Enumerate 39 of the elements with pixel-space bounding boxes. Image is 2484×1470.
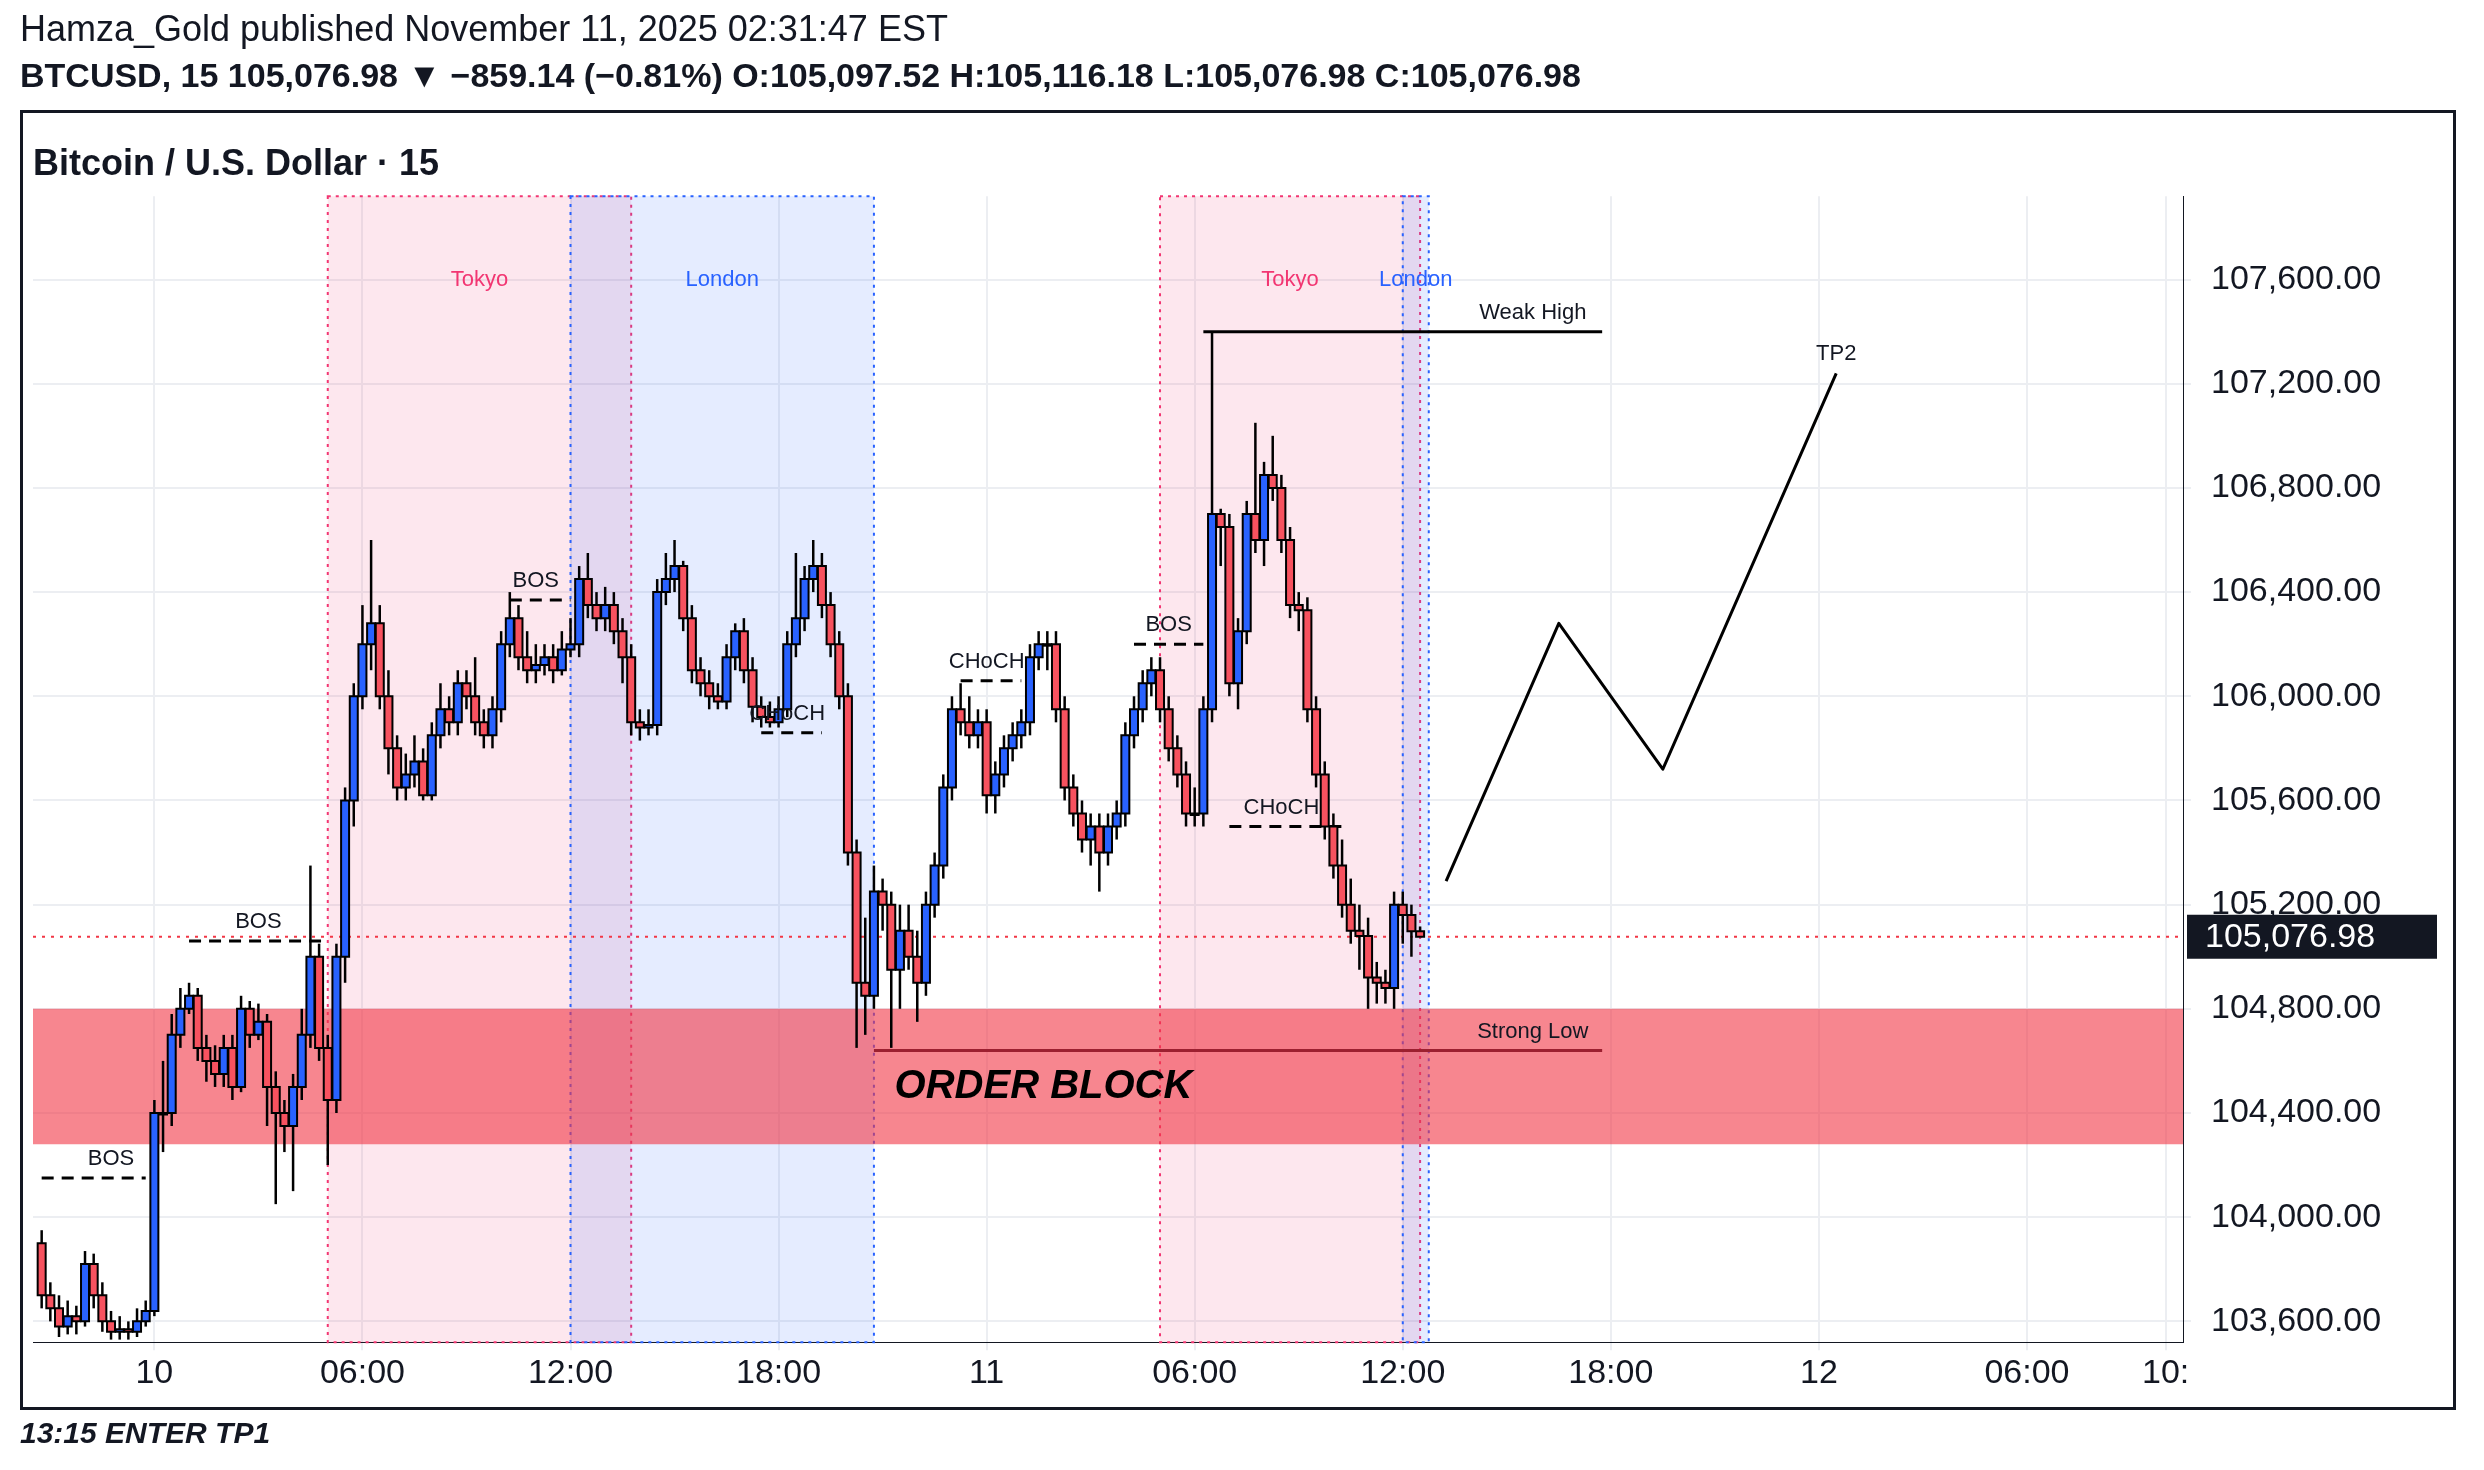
annotation: CHoCH bbox=[948, 647, 1025, 673]
y-tick-label: 103,600.00 bbox=[2211, 1299, 2382, 1338]
x-tick-label: 06:00 bbox=[1152, 1351, 1238, 1390]
y-tick-label: 105,600.00 bbox=[2211, 778, 2382, 817]
y-tick-label: 106,400.00 bbox=[2211, 570, 2382, 609]
chart-subtitle: Hamza_Gold published November 11, 2025 02:31:47 EST bbox=[20, 8, 949, 50]
x-tick-label: 11 bbox=[968, 1351, 1005, 1390]
annotation: BOS bbox=[87, 1145, 135, 1171]
chart-title: Bitcoin / U.S. Dollar · 15 bbox=[33, 141, 440, 183]
x-tick-label: 10 bbox=[135, 1351, 174, 1390]
x-tick-label: 12:00 bbox=[1360, 1351, 1446, 1390]
y-tick-label: 104,800.00 bbox=[2211, 987, 2382, 1026]
annotation: BOS bbox=[1145, 611, 1192, 637]
band-label: London bbox=[685, 266, 759, 292]
x-tick-label: 18:00 bbox=[736, 1351, 822, 1390]
annotation: BOS bbox=[235, 908, 282, 934]
x-tick-label: 10: bbox=[2142, 1351, 2190, 1390]
annotation: Weak High bbox=[1479, 298, 1587, 324]
x-tick-label: 12:00 bbox=[527, 1351, 614, 1390]
annotation: TP2 bbox=[1816, 340, 1857, 366]
x-tick-label: 06:00 bbox=[1984, 1351, 2070, 1390]
annotation: BOS bbox=[512, 566, 560, 592]
x-tick-label: 06:00 bbox=[319, 1351, 405, 1390]
band-label: London bbox=[1379, 266, 1453, 292]
band-label: Tokyo bbox=[450, 266, 509, 292]
band-label: Tokyo bbox=[1261, 266, 1319, 292]
text: 13:15 ENTER TP1 bbox=[20, 1416, 271, 1449]
annotation: CHoCH bbox=[1243, 793, 1320, 819]
y-tick-label: 107,200.00 bbox=[2211, 362, 2382, 401]
y-tick-label: 107,600.00 bbox=[2211, 257, 2382, 296]
y-tick-label: 106,800.00 bbox=[2211, 466, 2382, 505]
band-label: ORDER BLOCK bbox=[894, 1061, 1196, 1106]
y-tick-label: 106,000.00 bbox=[2211, 674, 2382, 713]
y-tick-label: 104,400.00 bbox=[2211, 1091, 2382, 1130]
text: BTCUSD, 15 105,076.98 ▼ −859.14 (−0.81%) O:105,097.52 H:105,116.18 L:105,076.98 C:105,076.98 bbox=[20, 56, 1582, 95]
x-tick-label: 18:00 bbox=[1568, 1351, 1654, 1390]
x-tick-label: 12 bbox=[1799, 1351, 1838, 1390]
annotation: Strong Low bbox=[1477, 1017, 1589, 1043]
y-tick-label: 104,000.00 bbox=[2211, 1195, 2382, 1234]
